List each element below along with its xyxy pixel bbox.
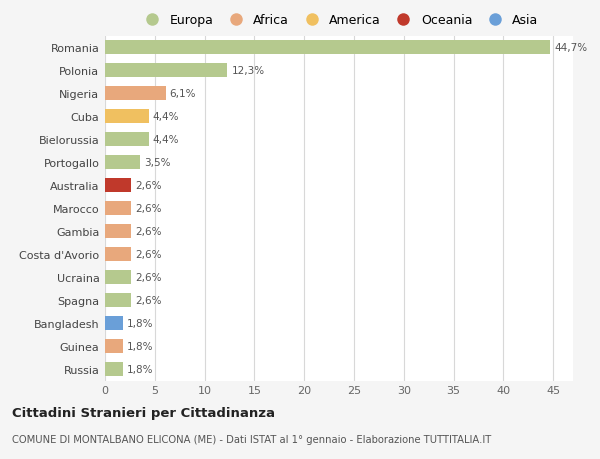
Bar <box>105 156 140 170</box>
Legend: Europa, Africa, America, Oceania, Asia: Europa, Africa, America, Oceania, Asia <box>139 14 539 27</box>
Text: 12,3%: 12,3% <box>232 66 265 76</box>
Text: 2,6%: 2,6% <box>135 181 161 191</box>
Bar <box>105 41 550 55</box>
Bar <box>105 294 131 308</box>
Text: 2,6%: 2,6% <box>135 227 161 237</box>
Bar <box>105 110 149 124</box>
Bar <box>105 133 149 147</box>
Text: 2,6%: 2,6% <box>135 250 161 260</box>
Text: 1,8%: 1,8% <box>127 319 154 329</box>
Bar <box>105 317 123 330</box>
Text: 44,7%: 44,7% <box>554 43 587 53</box>
Bar <box>105 179 131 193</box>
Text: Cittadini Stranieri per Cittadinanza: Cittadini Stranieri per Cittadinanza <box>12 406 275 419</box>
Text: 4,4%: 4,4% <box>153 135 179 145</box>
Text: COMUNE DI MONTALBANO ELICONA (ME) - Dati ISTAT al 1° gennaio - Elaborazione TUTT: COMUNE DI MONTALBANO ELICONA (ME) - Dati… <box>12 434 491 444</box>
Text: 1,8%: 1,8% <box>127 364 154 375</box>
Bar <box>105 202 131 216</box>
Text: 1,8%: 1,8% <box>127 341 154 352</box>
Text: 4,4%: 4,4% <box>153 112 179 122</box>
Text: 6,1%: 6,1% <box>170 89 196 99</box>
Bar <box>105 270 131 285</box>
Bar <box>105 64 227 78</box>
Text: 2,6%: 2,6% <box>135 204 161 214</box>
Bar <box>105 339 123 353</box>
Text: 3,5%: 3,5% <box>144 158 170 168</box>
Text: 2,6%: 2,6% <box>135 273 161 283</box>
Text: 2,6%: 2,6% <box>135 296 161 306</box>
Bar <box>105 362 123 376</box>
Bar <box>105 224 131 239</box>
Bar <box>105 87 166 101</box>
Bar <box>105 247 131 262</box>
